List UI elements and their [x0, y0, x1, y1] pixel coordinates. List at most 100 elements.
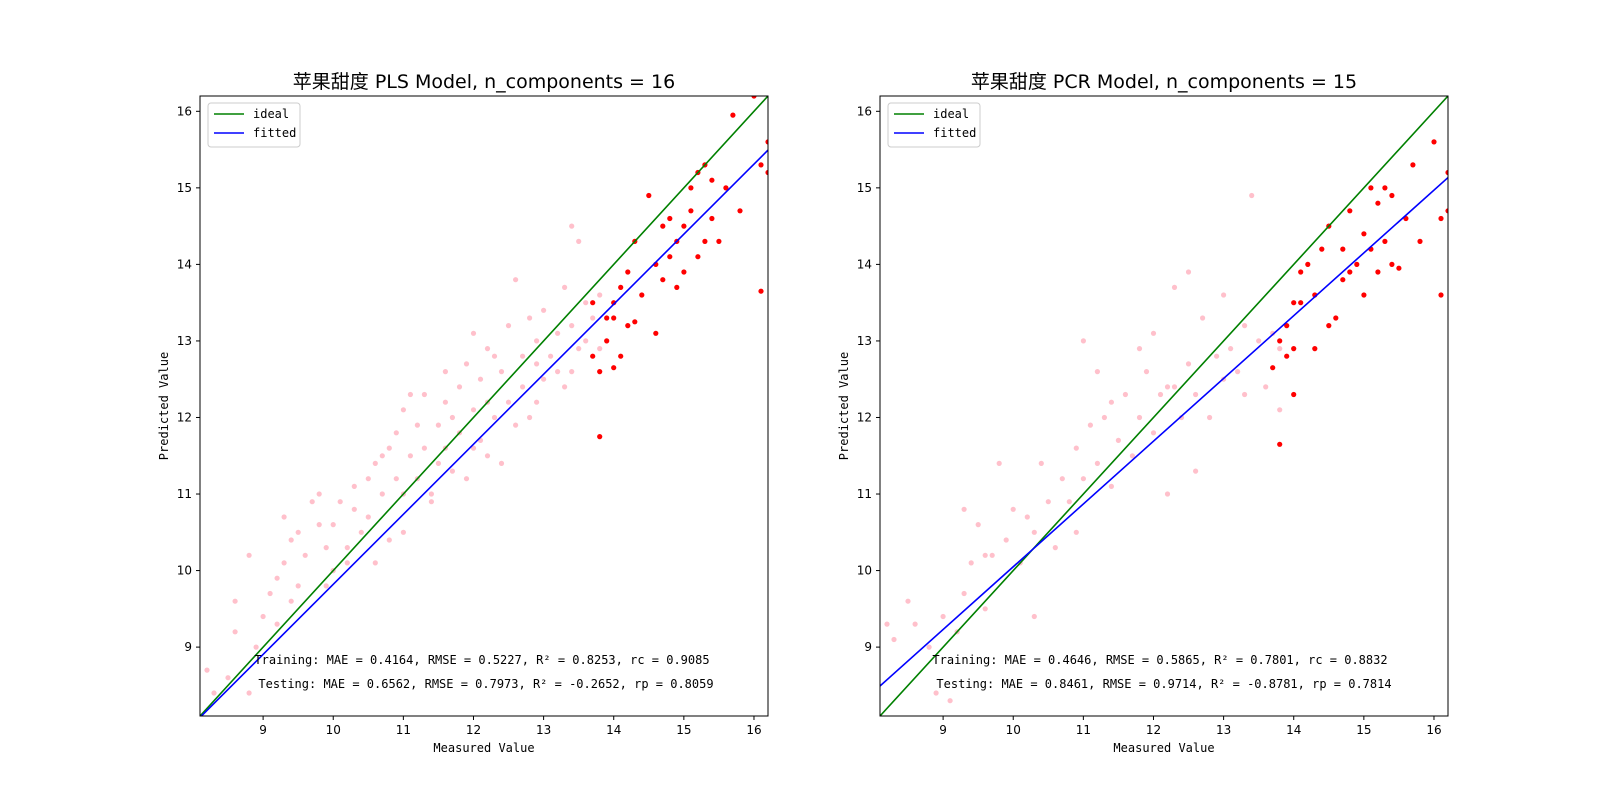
training-point	[1214, 353, 1220, 359]
y-tick-label: 15	[177, 181, 192, 195]
training-point	[1193, 468, 1199, 474]
x-tick-label: 11	[396, 723, 411, 737]
training-point	[1185, 361, 1192, 367]
x-tick-label: 15	[676, 723, 691, 737]
legend: ideal fitted	[207, 102, 301, 148]
testing-point	[604, 338, 610, 344]
training-point	[1031, 529, 1037, 535]
training-point	[884, 621, 890, 627]
training-point	[1115, 437, 1121, 443]
training-point	[253, 644, 259, 650]
training-point	[498, 460, 505, 466]
training-point	[583, 338, 589, 344]
testing-point	[1382, 238, 1388, 244]
training-point	[548, 353, 554, 359]
testing-point	[1319, 246, 1325, 252]
fitted-line	[880, 176, 1448, 687]
y-tick-label: 11	[177, 487, 192, 501]
training-point	[435, 422, 441, 428]
testing-point	[688, 185, 694, 191]
training-point	[470, 407, 477, 413]
training-point	[576, 346, 582, 352]
testing-point	[723, 185, 729, 191]
testing-point	[1361, 231, 1367, 237]
training-point	[1256, 338, 1262, 344]
x-tick-label: 12	[1146, 723, 1161, 737]
training-point	[1200, 315, 1206, 321]
y-tick-label: 9	[864, 640, 872, 654]
training-point	[1073, 445, 1079, 451]
training-point	[246, 552, 252, 558]
testing-point	[1438, 215, 1444, 222]
training-point	[569, 323, 575, 329]
testing-point	[597, 369, 603, 375]
training-point	[274, 575, 280, 581]
training-point	[1249, 192, 1255, 199]
testing-point	[758, 288, 764, 294]
testing-point	[1291, 346, 1297, 352]
y-axis-label: Predicted Value	[157, 352, 171, 460]
training-point	[534, 338, 540, 344]
training-point	[1080, 476, 1086, 482]
x-tick-label: 10	[1006, 723, 1021, 737]
training-point	[1045, 499, 1051, 505]
testing-point	[1305, 261, 1311, 267]
plot-frame	[879, 95, 1449, 717]
training-point	[393, 476, 399, 482]
training-point	[295, 583, 301, 589]
training-point	[520, 384, 526, 390]
testing-point	[1284, 323, 1290, 329]
training-point	[1178, 414, 1185, 421]
training-point	[435, 460, 441, 466]
testing-point	[1445, 208, 1448, 214]
training-point	[421, 391, 427, 398]
training-point	[498, 369, 505, 375]
training-point	[372, 460, 378, 466]
testing-point	[681, 223, 687, 229]
x-tick-label: 13	[1216, 723, 1231, 737]
points-layer	[204, 96, 768, 696]
x-tick-label: 13	[536, 723, 551, 737]
training-point	[358, 529, 364, 535]
training-point	[1136, 414, 1143, 421]
training-point	[470, 445, 477, 451]
testing-point	[1312, 346, 1318, 352]
testing-point	[1389, 192, 1395, 199]
training-metrics: Training: MAE = 0.4164, RMSE = 0.5227, R…	[254, 653, 709, 667]
chart-panel-pcr: 苹果甜度 PCR Model, n_components = 15 9 10 11 1…	[837, 71, 1449, 755]
x-axis-label: Measured Value	[1113, 741, 1214, 755]
testing-point	[709, 177, 715, 183]
training-point	[288, 537, 294, 543]
x-axis-ticks: 9 10 11 12 13 14 15 16	[259, 716, 762, 737]
training-point	[989, 552, 995, 558]
training-point	[905, 598, 911, 604]
testing-point	[1368, 185, 1374, 191]
training-point	[555, 369, 561, 375]
training-point	[365, 514, 371, 520]
training-point	[365, 476, 371, 482]
training-point	[260, 613, 266, 620]
training-point	[1242, 391, 1248, 398]
training-point	[996, 460, 1002, 466]
training-point	[968, 560, 974, 566]
training-point	[407, 391, 413, 398]
training-point	[232, 598, 238, 604]
testing-point	[646, 192, 652, 199]
training-point	[520, 353, 526, 359]
training-point	[1129, 453, 1135, 459]
testing-point	[758, 162, 764, 168]
testing-point	[688, 208, 694, 214]
testing-point	[702, 238, 708, 244]
testing-point	[1298, 300, 1304, 306]
testing-point	[765, 169, 768, 176]
y-tick-label: 14	[857, 257, 872, 271]
testing-point	[590, 353, 596, 359]
training-point	[1263, 384, 1269, 390]
testing-point	[709, 215, 715, 222]
training-point	[982, 552, 988, 558]
testing-point	[625, 269, 631, 275]
testing-point	[667, 254, 673, 260]
training-point	[442, 399, 448, 405]
training-point	[961, 590, 967, 597]
training-point	[1242, 323, 1248, 329]
